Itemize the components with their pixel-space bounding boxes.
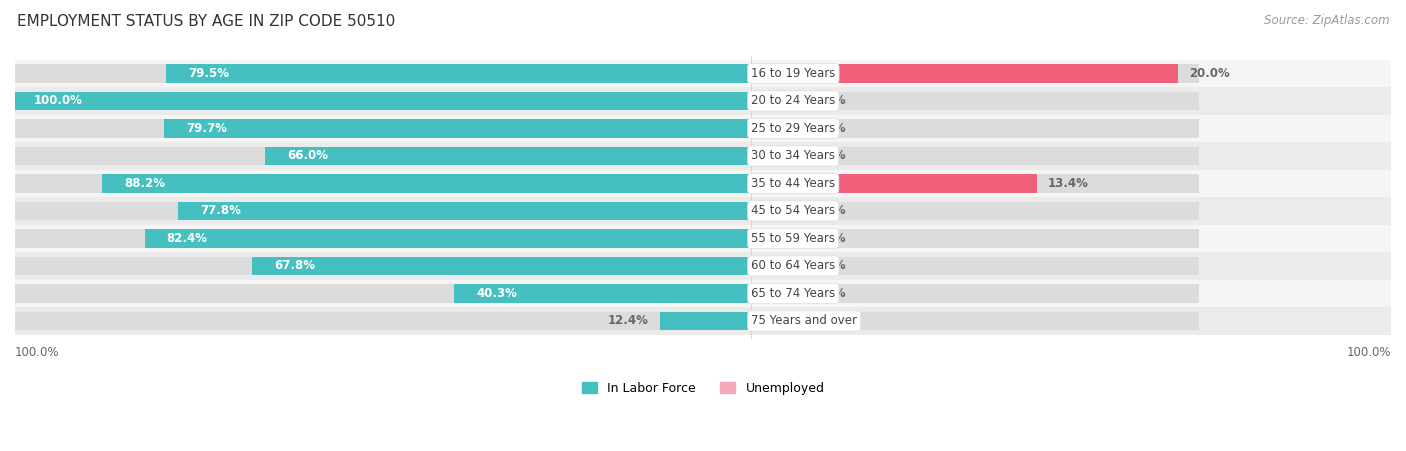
Text: 20 to 24 Years: 20 to 24 Years (751, 94, 835, 107)
Bar (751, 174, 1199, 193)
Text: 45 to 54 Years: 45 to 54 Years (751, 204, 835, 217)
Text: 77.8%: 77.8% (201, 204, 242, 217)
Bar (15, 142, 1391, 170)
Text: 40.3%: 40.3% (477, 287, 517, 300)
Bar (751, 257, 1199, 275)
Legend: In Labor Force, Unemployed: In Labor Force, Unemployed (582, 382, 824, 395)
Text: 75 Years and over: 75 Years and over (751, 314, 858, 327)
Bar (15, 170, 1391, 197)
Bar (179, 202, 751, 220)
Bar (751, 64, 1199, 83)
Text: 25 to 29 Years: 25 to 29 Years (751, 122, 835, 135)
Text: 0.0%: 0.0% (814, 94, 846, 107)
Bar (15, 87, 1391, 115)
Text: 0.0%: 0.0% (814, 204, 846, 217)
Bar (751, 312, 803, 330)
Bar (751, 92, 803, 110)
Bar (165, 119, 751, 138)
Bar (15, 147, 751, 166)
Bar (751, 119, 1199, 138)
Bar (15, 60, 1391, 87)
Text: 55 to 59 Years: 55 to 59 Years (751, 232, 835, 245)
Bar (751, 92, 1199, 110)
Text: 67.8%: 67.8% (274, 259, 315, 272)
Bar (751, 119, 803, 138)
Bar (454, 284, 751, 303)
Text: EMPLOYMENT STATUS BY AGE IN ZIP CODE 50510: EMPLOYMENT STATUS BY AGE IN ZIP CODE 505… (17, 14, 395, 28)
Text: 0.0%: 0.0% (814, 287, 846, 300)
Bar (266, 147, 751, 166)
Bar (145, 229, 751, 248)
Bar (15, 115, 1391, 142)
Text: 0.0%: 0.0% (814, 314, 846, 327)
Bar (751, 64, 1178, 83)
Text: 88.2%: 88.2% (124, 177, 165, 190)
Text: Source: ZipAtlas.com: Source: ZipAtlas.com (1264, 14, 1389, 27)
Bar (751, 312, 1199, 330)
Bar (101, 174, 751, 193)
Bar (15, 284, 751, 303)
Bar (751, 229, 1199, 248)
Text: 66.0%: 66.0% (287, 149, 329, 162)
Text: 16 to 19 Years: 16 to 19 Years (751, 67, 835, 80)
Bar (659, 312, 751, 330)
Bar (15, 64, 751, 83)
Text: 100.0%: 100.0% (1347, 345, 1391, 359)
Bar (15, 92, 751, 110)
Bar (751, 229, 803, 248)
Text: 35 to 44 Years: 35 to 44 Years (751, 177, 835, 190)
Bar (252, 257, 751, 275)
Bar (15, 197, 1391, 225)
Bar (751, 202, 803, 220)
Text: 30 to 34 Years: 30 to 34 Years (751, 149, 835, 162)
Text: 100.0%: 100.0% (15, 345, 59, 359)
Text: 13.4%: 13.4% (1047, 177, 1088, 190)
Bar (15, 312, 751, 330)
Bar (751, 174, 1038, 193)
Text: 60 to 64 Years: 60 to 64 Years (751, 259, 835, 272)
Text: 79.5%: 79.5% (188, 67, 229, 80)
Text: 0.0%: 0.0% (814, 232, 846, 245)
Bar (751, 147, 803, 166)
Bar (15, 174, 751, 193)
Text: 65 to 74 Years: 65 to 74 Years (751, 287, 835, 300)
Bar (751, 257, 803, 275)
Text: 82.4%: 82.4% (167, 232, 208, 245)
Text: 12.4%: 12.4% (607, 314, 648, 327)
Bar (15, 202, 751, 220)
Bar (15, 229, 751, 248)
Text: 0.0%: 0.0% (814, 259, 846, 272)
Bar (15, 119, 751, 138)
Text: 20.0%: 20.0% (1188, 67, 1229, 80)
Bar (751, 202, 1199, 220)
Bar (15, 225, 1391, 252)
Bar (751, 284, 1199, 303)
Bar (15, 280, 1391, 307)
Text: 0.0%: 0.0% (814, 122, 846, 135)
Bar (15, 252, 1391, 280)
Text: 0.0%: 0.0% (814, 149, 846, 162)
Text: 100.0%: 100.0% (34, 94, 83, 107)
Bar (15, 307, 1391, 335)
Bar (15, 92, 751, 110)
Bar (166, 64, 751, 83)
Text: 79.7%: 79.7% (187, 122, 228, 135)
Bar (751, 147, 1199, 166)
Bar (751, 284, 803, 303)
Bar (15, 257, 751, 275)
